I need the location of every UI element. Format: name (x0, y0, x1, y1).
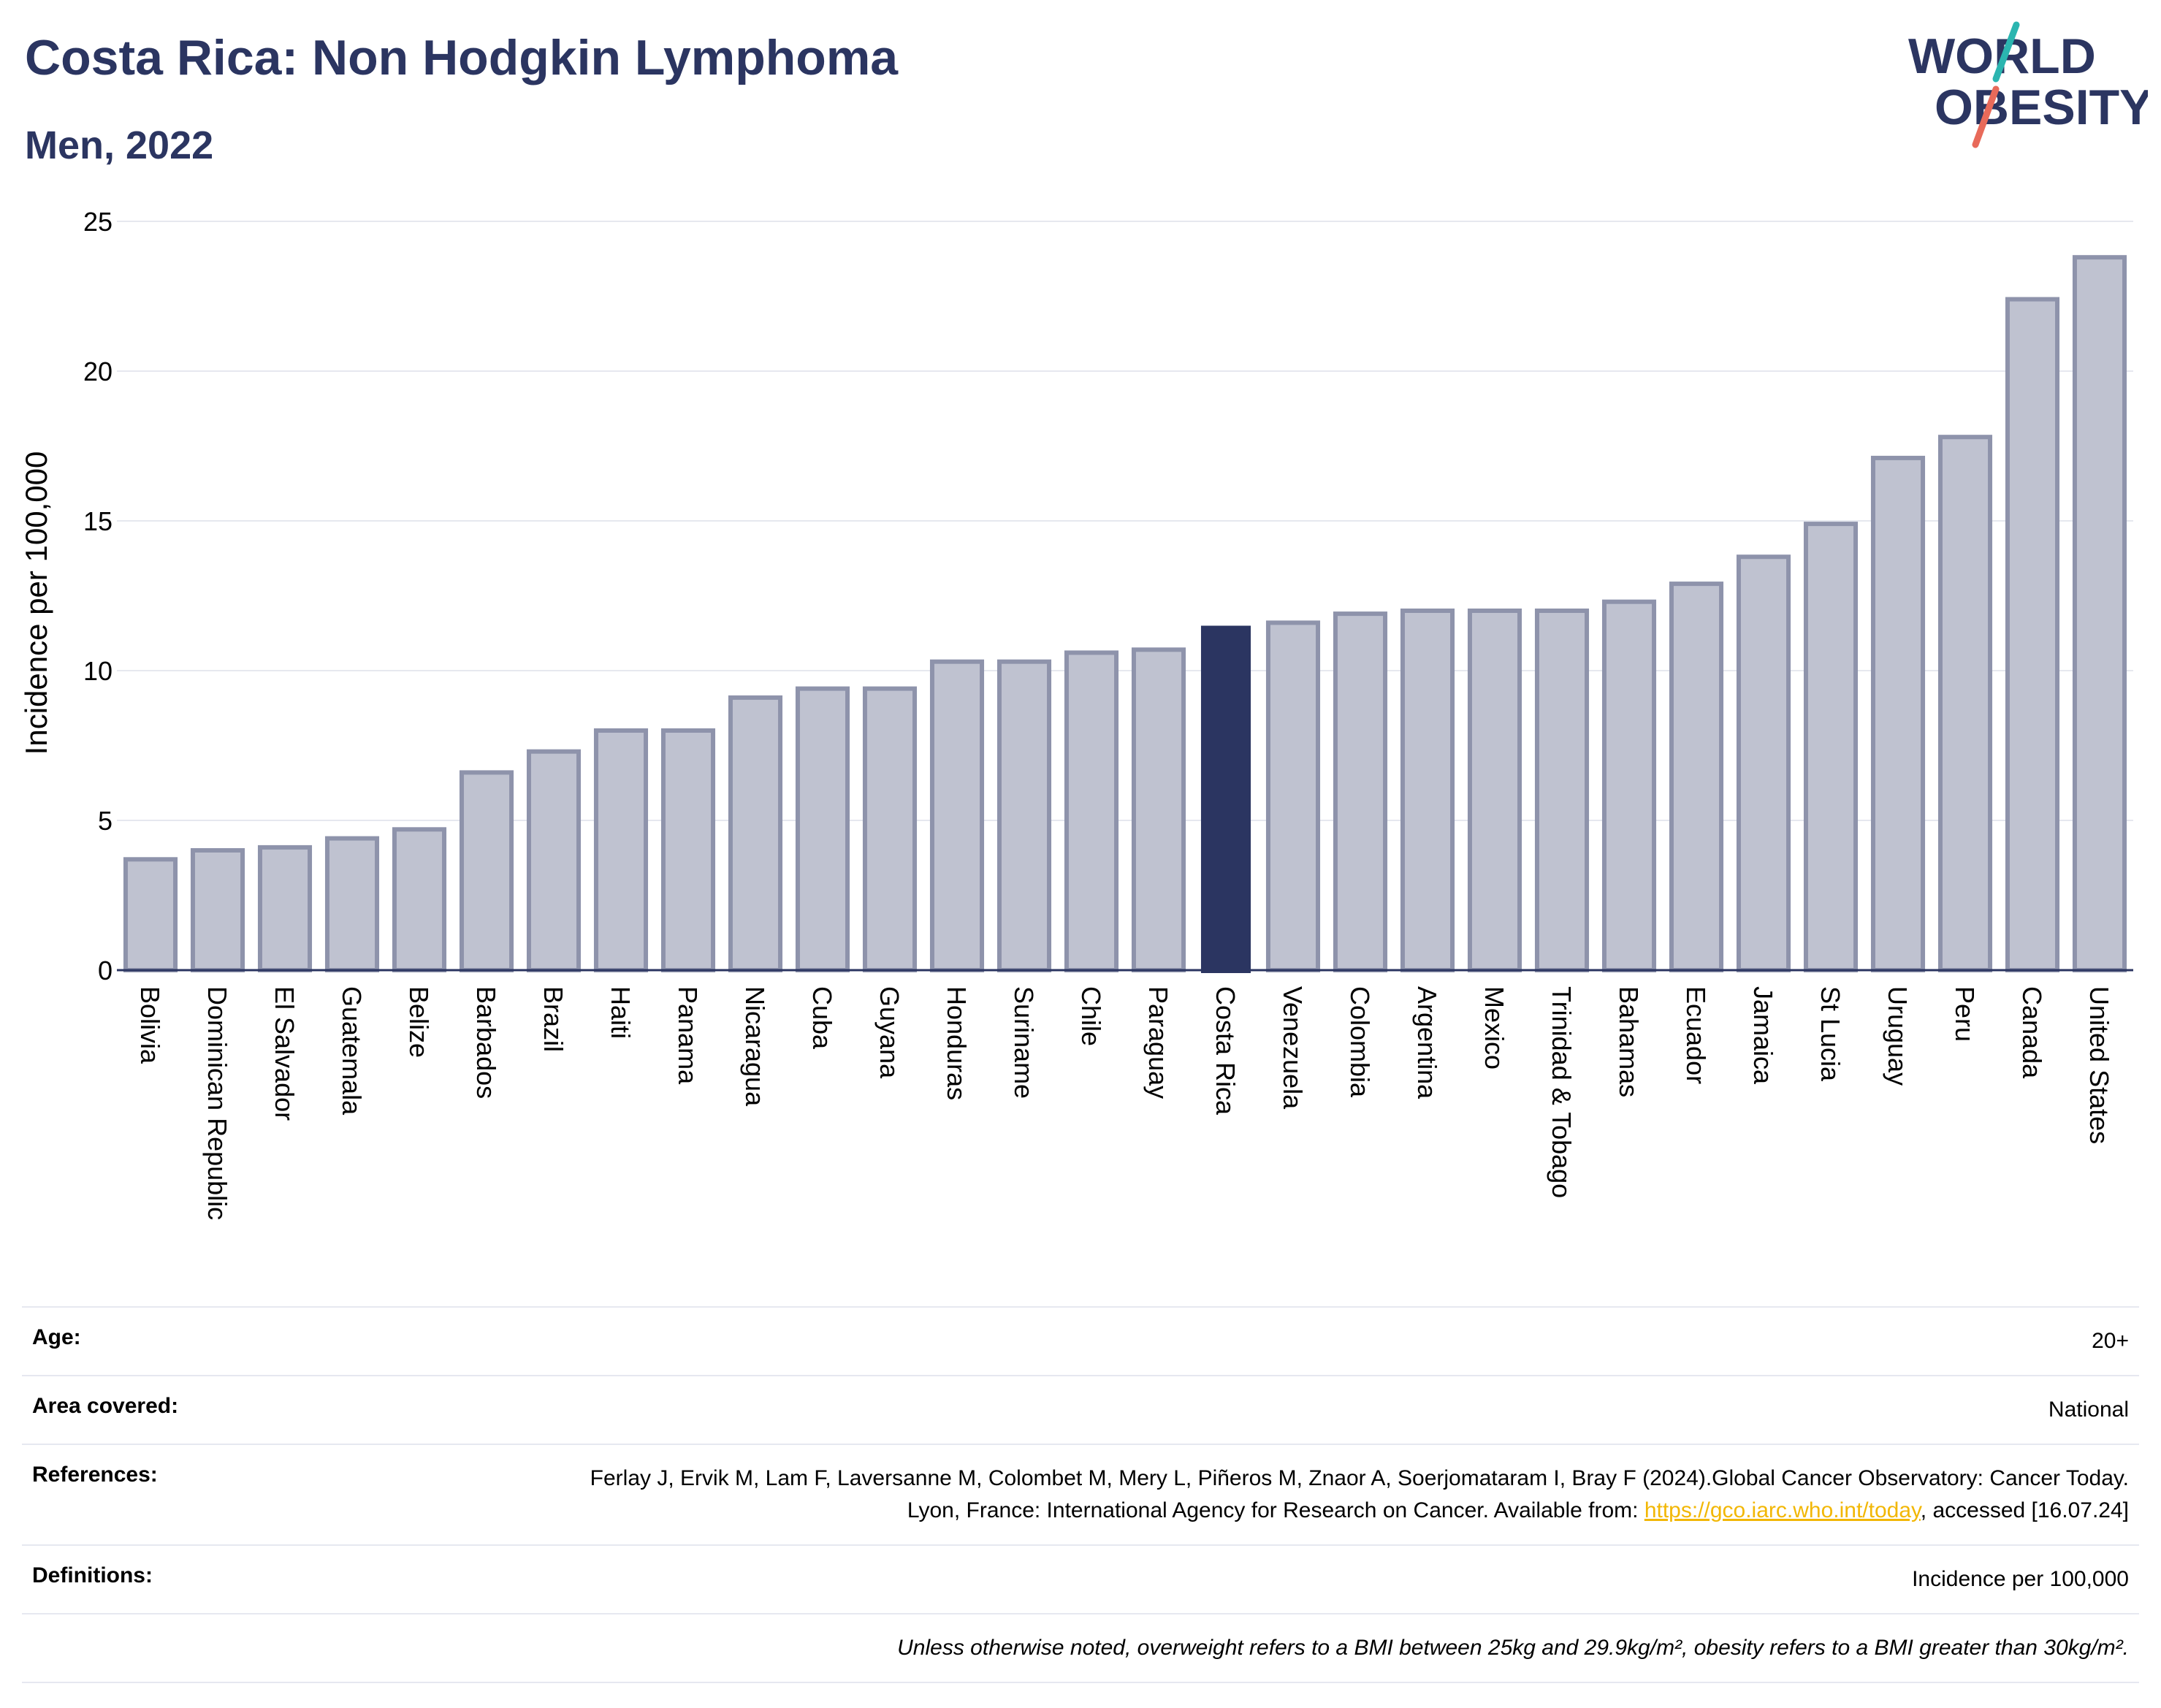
info-row-definitions: Definitions: Incidence per 100,000 (22, 1544, 2139, 1614)
y-tick-label: 25 (83, 207, 113, 237)
bar-united-states (2072, 255, 2127, 972)
info-row-area: Area covered: National (22, 1375, 2139, 1444)
x-tick-label: Guyana (874, 986, 904, 1079)
note-spacer (22, 1613, 554, 1683)
x-tick-label: Bahamas (1614, 986, 1644, 1097)
bar-belize (392, 827, 447, 973)
bar-brazil (526, 749, 582, 972)
x-tick-label: Suriname (1009, 986, 1039, 1099)
x-tick-label: Paraguay (1143, 986, 1173, 1099)
definitions-value: Incidence per 100,000 (554, 1544, 2139, 1614)
y-tick-label: 0 (98, 956, 113, 985)
x-tick-label: Dominican Republic (202, 986, 232, 1220)
bar-paraguay (1131, 647, 1186, 972)
page-title: Costa Rica: Non Hodgkin Lymphoma (25, 30, 899, 85)
y-tick-label: 10 (83, 656, 113, 686)
x-tick-label: Venezuela (1278, 986, 1308, 1110)
bars (123, 255, 2127, 973)
x-tick-label: Canada (2017, 986, 2047, 1079)
bar-trinidad-tobago (1534, 609, 1590, 972)
bar-el-salvador (257, 845, 313, 973)
bar-suriname (996, 659, 1052, 972)
bar-bolivia (123, 857, 178, 973)
x-tick-label: Argentina (1412, 986, 1442, 1099)
bar-panama (660, 728, 716, 972)
bar-peru (1937, 435, 1993, 972)
bar-barbados (459, 770, 514, 973)
y-tick-label: 15 (83, 506, 113, 536)
x-tick-label: Brazil (538, 986, 568, 1052)
bar-mexico (1467, 609, 1522, 972)
logo-slash-top (1992, 21, 2020, 83)
x-tick-label: Bolivia (135, 986, 165, 1064)
x-tick-label: Nicaragua (740, 986, 770, 1107)
age-value: 20+ (554, 1306, 2139, 1376)
x-tick-label: Ecuador (1681, 986, 1711, 1084)
page-subtitle: Men, 2022 (25, 123, 214, 167)
bar-uruguay (1870, 455, 1926, 972)
bar-honduras (929, 659, 985, 972)
x-tick-label: Peru (1950, 986, 1980, 1042)
x-tick-label: Trinidad & Tobago (1547, 986, 1577, 1198)
bar-venezuela (1265, 620, 1321, 973)
x-tick-label: Belize (404, 986, 434, 1058)
info-table: Age: 20+ Area covered: National Referenc… (22, 1306, 2139, 1683)
references-label: References: (22, 1444, 554, 1545)
y-tick-labels: 0 5 10 15 20 25 (83, 207, 113, 985)
bar-ecuador (1669, 582, 1724, 972)
x-tick-labels: Bolivia Dominican Republic El Salvador Guat… (135, 986, 2114, 1220)
x-tick-label: Guatemala (337, 986, 367, 1116)
info-row-age: Age: 20+ (22, 1306, 2139, 1376)
x-tick-label: Barbados (471, 986, 501, 1099)
x-tick-label: Colombia (1345, 986, 1375, 1098)
area-label: Area covered: (22, 1375, 554, 1444)
x-tick-label: Chile (1076, 986, 1106, 1046)
x-tick-label: Haiti (606, 986, 636, 1039)
bar-costa-rica (1200, 625, 1251, 973)
bar-nicaragua (728, 695, 783, 973)
logo-slash-bottom (1972, 85, 2000, 148)
logo-text-obesity: OBESITY (1935, 80, 2148, 135)
x-tick-label: Cuba (807, 986, 837, 1050)
bar-cuba (795, 686, 850, 972)
bar-bahamas (1601, 599, 1657, 972)
bar-colombia (1333, 611, 1388, 972)
info-row-note: Unless otherwise noted, overweight refer… (22, 1613, 2139, 1683)
definitions-label: Definitions: (22, 1544, 554, 1614)
x-tick-label: St Lucia (1815, 986, 1845, 1082)
age-label: Age: (22, 1306, 554, 1376)
references-link[interactable]: https://gco.iarc.who.int/today (1644, 1498, 1921, 1522)
bar-argentina (1400, 609, 1455, 972)
y-tick-label: 5 (98, 806, 113, 836)
bar-canada (2005, 297, 2060, 973)
world-obesity-logo: WORLD OBESITY (1908, 21, 2148, 148)
bar-guyana (862, 686, 918, 972)
x-tick-label: El Salvador (270, 986, 300, 1121)
y-axis-label: Incidence per 100,000 (19, 451, 53, 755)
bar-chile (1064, 650, 1119, 973)
x-tick-label: Costa Rica (1211, 986, 1240, 1116)
x-tick-label: United States (2084, 986, 2114, 1144)
x-tick-label: Panama (673, 986, 703, 1085)
references-text: Ferlay J, Ervik M, Lam F, Laversanne M, … (590, 1466, 2129, 1522)
grid-lines (117, 221, 2133, 821)
info-row-references: References: Ferlay J, Ervik M, Lam F, La… (22, 1444, 2139, 1545)
x-tick-label: Jamaica (1748, 986, 1778, 1085)
area-value: National (554, 1375, 2139, 1444)
bar-dominican-republic (190, 848, 245, 972)
x-tick-label: Mexico (1479, 986, 1509, 1070)
bar-chart: 0 5 10 15 20 25 Bolivia Dominican Republic El S… (19, 207, 2133, 1220)
bar-st-lucia (1803, 522, 1859, 972)
bar-jamaica (1736, 554, 1791, 972)
references-value: Ferlay J, Ervik M, Lam F, Laversanne M, … (554, 1444, 2139, 1545)
references-tail: , accessed [16.07.24] (1920, 1498, 2129, 1522)
x-tick-label: Honduras (942, 986, 972, 1100)
bar-haiti (593, 728, 649, 972)
y-tick-label: 20 (83, 357, 113, 386)
bmi-note: Unless otherwise noted, overweight refer… (554, 1613, 2139, 1683)
x-tick-label: Uruguay (1883, 986, 1913, 1086)
bar-guatemala (324, 836, 380, 972)
